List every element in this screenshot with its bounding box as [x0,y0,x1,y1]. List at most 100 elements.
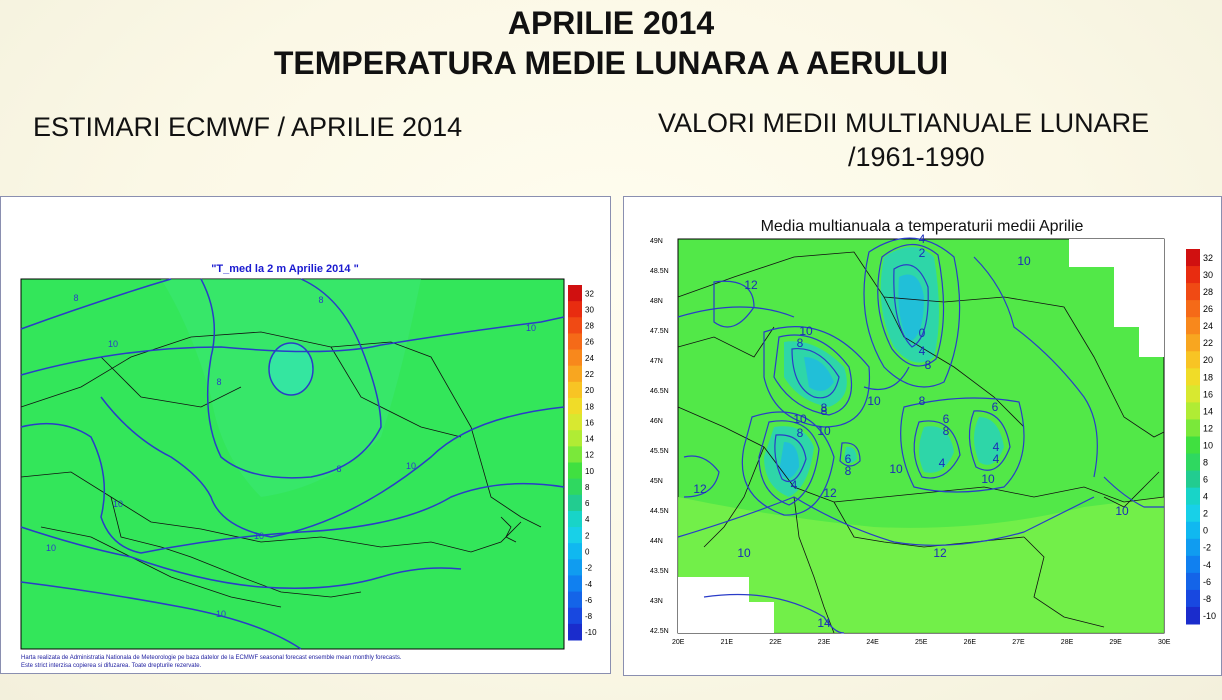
colorbar-swatch [1186,385,1200,403]
colorbar-swatch [568,510,582,528]
lat-label: 46N [650,418,663,425]
colorbar-label: 14 [1203,406,1213,416]
colorbar-label: -6 [1203,577,1211,587]
colorbar-label: 10 [585,467,594,476]
contour-label: 10 [406,461,416,471]
contour-label: 10 [867,394,881,408]
contour-label: 10 [793,412,807,426]
colorbar-swatch [1186,283,1200,301]
contour-label: 6 [992,400,999,414]
colorbar-swatch [568,381,582,399]
contour-label: 4 [919,344,926,358]
lat-label: 43N [650,598,663,605]
colorbar-label: 32 [585,289,594,298]
colorbar-swatch [568,575,582,593]
contour-label: 8 [336,464,341,474]
longitude-labels: 20E 21E 22E 23E 24E 25E 26E 27E 28E 29E 30E [672,639,1171,646]
colorbar-label: 22 [585,370,594,379]
lon-label: 25E [915,639,928,646]
latitude-labels: 49N 48.5N 48N 47.5N 47N 46.5N 46N 45.5N 45N 44.5N… [650,238,669,635]
no-data-sw [678,577,774,633]
colorbar-swatch [1186,368,1200,386]
colorbar-label: 20 [585,386,594,395]
colorbar-swatch [568,478,582,496]
ecmwf-map-svg: "T_med la 2 m Aprilie 2014 " [20,263,597,669]
contour-label: 10 [46,543,56,553]
lat-label: 49N [650,238,663,245]
lon-label: 23E [818,639,831,646]
title-line-2: TEMPERATURA MEDIE LUNARA A AERULUI [273,45,949,81]
contour-label: 8 [73,293,78,303]
colorbar-swatch [1186,266,1200,284]
contour-label: 10 [889,462,903,476]
contour-label-group: 12 10 10 8 10 8 8 10 4 8 10 2 4 0 4 8 6 … [693,232,1129,630]
colorbar-label: 10 [1203,440,1213,450]
colorbar-label: 12 [1203,423,1213,433]
contour-label-group: 8 8 10 10 8 8 10 10 10 10 10 [46,293,536,619]
lon-label: 20E [672,639,685,646]
contour-label: 8 [821,404,828,418]
lat-label: 47N [650,358,663,365]
colorbar-label: 28 [1203,287,1213,297]
right-subtitle-line-2: /1961-1990 [848,142,985,172]
contour-label: 8 [797,426,804,440]
colorbar-swatch [568,559,582,576]
climatology-colorbar [1186,249,1200,625]
colorbar-swatch [568,365,582,383]
contour-label: 4 [919,232,926,246]
contour-lines [20,278,565,650]
colorbar-label: 0 [585,547,590,556]
colorbar-label: -2 [585,564,593,573]
colorbar-swatch [1186,538,1200,557]
colorbar-swatch [1186,487,1200,506]
contour-label: 12 [693,482,707,496]
lon-label: 24E [866,639,879,646]
contour-label: 10 [981,472,995,486]
right-subtitle-line-1: VALORI MEDII MULTIANUALE LUNARE [658,108,1150,138]
contour-lines [677,237,1164,634]
contour-label: 10 [216,609,226,619]
contour-label: 10 [737,546,751,560]
contour-label: 10 [254,531,264,541]
lat-label: 44.5N [650,508,669,515]
colorbar-swatch [568,607,582,625]
colorbar-label: 20 [1203,355,1213,365]
colorbar-swatch [1186,419,1200,437]
colorbar-swatch [568,430,582,447]
contour-label: 14 [817,616,831,630]
colorbar-swatch [1186,249,1200,267]
contour-label: 8 [797,336,804,350]
contour-label: 8 [821,401,828,415]
lat-label: 44N [650,538,663,545]
contour-label: 10 [526,323,536,333]
lon-label: 29E [1109,639,1122,646]
colorbar-swatch [1186,572,1200,591]
contour-label: 2 [919,246,926,260]
colorbar-label: 14 [585,435,594,444]
colorbar-label: -2 [1203,543,1211,553]
climatology-map-svg: Media multianuala a temperaturii medii A… [650,218,1216,646]
contour-label: 10 [1017,254,1031,268]
colorbar-label: -6 [585,596,593,605]
colorbar-label: 8 [1203,457,1208,467]
contour-label: 8 [216,377,221,387]
colorbar-label: 2 [585,531,590,540]
colorbar-swatch [568,494,582,512]
colorbar-label: 18 [1203,372,1213,382]
colorbar-swatch [1186,453,1200,472]
lat-label: 48.5N [650,268,669,275]
contour-label: 12 [744,278,758,292]
contour-label: 6 [943,412,950,426]
contour-label: 4 [791,478,798,492]
colorbar-label: 30 [585,305,594,314]
contour-label: 8 [925,358,932,372]
colorbar-swatch [568,462,582,480]
lat-label: 42.5N [650,628,669,635]
colorbar-swatch [568,397,582,415]
colorbar-label: 24 [1203,321,1213,331]
lon-label: 21E [721,639,734,646]
contour-label: 8 [919,394,926,408]
title-line-1: APRILIE 2014 [507,5,715,41]
contour-label: 12 [823,486,837,500]
contour-label: 10 [817,424,831,438]
